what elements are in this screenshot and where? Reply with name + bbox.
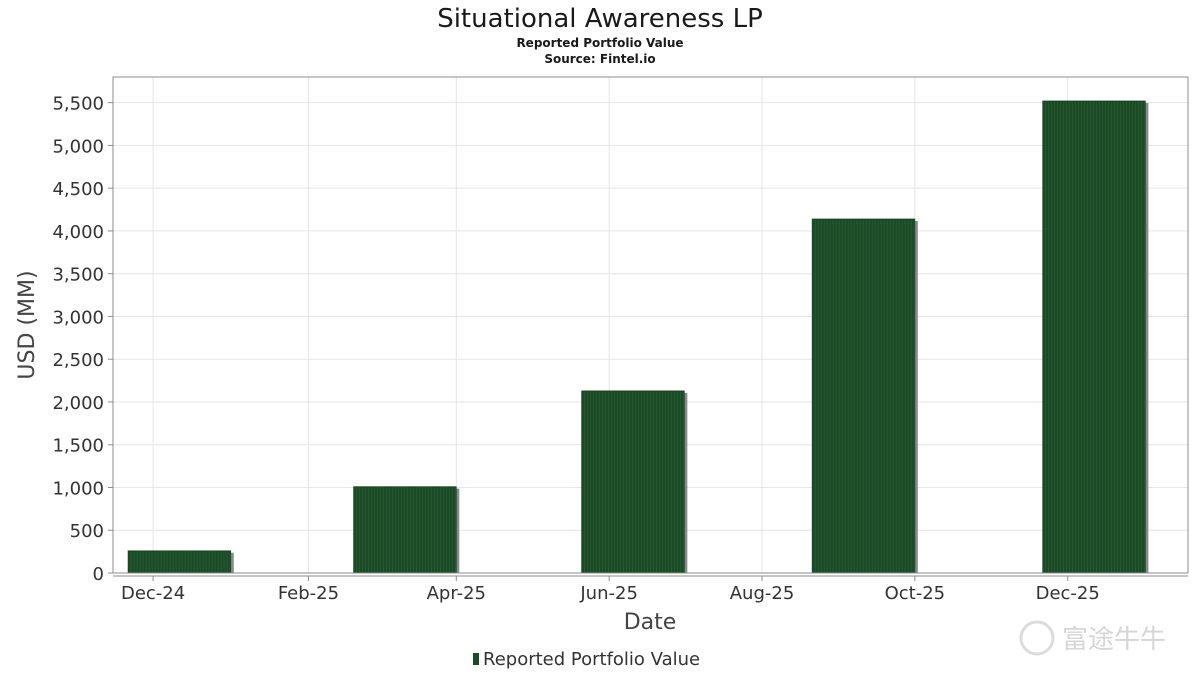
y-tick-label: 3,000 bbox=[52, 307, 104, 328]
bar bbox=[1042, 100, 1146, 574]
y-tick-label: 5,500 bbox=[52, 94, 104, 115]
x-axis-label: Date bbox=[624, 610, 677, 635]
y-axis-ticks: 0 500 1,000 1,500 2,000 2,500 3,000 3,500 4,000 4… bbox=[52, 94, 113, 585]
watermark-text: 富途牛牛 bbox=[1062, 625, 1166, 655]
y-tick-label: 3,500 bbox=[52, 265, 104, 286]
y-axis-label: USD (MM) bbox=[15, 270, 40, 379]
bar bbox=[353, 486, 457, 574]
y-tick-label: 1,000 bbox=[52, 478, 104, 499]
y-tick-label: 2,500 bbox=[52, 350, 104, 371]
x-tick-label: Oct-25 bbox=[885, 583, 946, 604]
y-tick-label: 4,500 bbox=[52, 179, 104, 200]
legend: Reported Portfolio Value bbox=[473, 649, 700, 670]
x-tick-label: Apr-25 bbox=[427, 583, 486, 604]
legend-label: Reported Portfolio Value bbox=[483, 649, 700, 670]
chart-title: Situational Awareness LP bbox=[437, 4, 763, 34]
chart-subtitle: Reported Portfolio Value bbox=[516, 36, 683, 50]
watermark-icon bbox=[1019, 620, 1055, 656]
chart-source: Source: Fintel.io bbox=[544, 52, 655, 66]
x-tick-label: Feb-25 bbox=[278, 583, 339, 604]
bars bbox=[127, 100, 1149, 574]
y-tick-label: 0 bbox=[93, 564, 104, 585]
y-tick-label: 5,000 bbox=[52, 136, 104, 157]
x-axis-ticks: Dec-24 Feb-25 Apr-25 Jun-25 Aug-25 Oct-25 Dec-… bbox=[121, 576, 1100, 604]
x-tick-label: Dec-24 bbox=[121, 583, 185, 604]
x-tick-label: Aug-25 bbox=[730, 583, 795, 604]
bar bbox=[581, 390, 685, 574]
x-tick-label: Jun-25 bbox=[579, 583, 638, 604]
plot-frame bbox=[112, 76, 1189, 574]
x-tick-label: Dec-25 bbox=[1036, 583, 1100, 604]
watermark: 富途牛牛 bbox=[1019, 620, 1166, 656]
y-tick-label: 2,000 bbox=[52, 393, 104, 414]
bar bbox=[811, 218, 916, 574]
y-tick-label: 1,500 bbox=[52, 436, 104, 457]
y-tick-label: 4,000 bbox=[52, 222, 104, 243]
y-tick-label: 500 bbox=[70, 521, 104, 542]
legend-swatch bbox=[473, 653, 479, 665]
